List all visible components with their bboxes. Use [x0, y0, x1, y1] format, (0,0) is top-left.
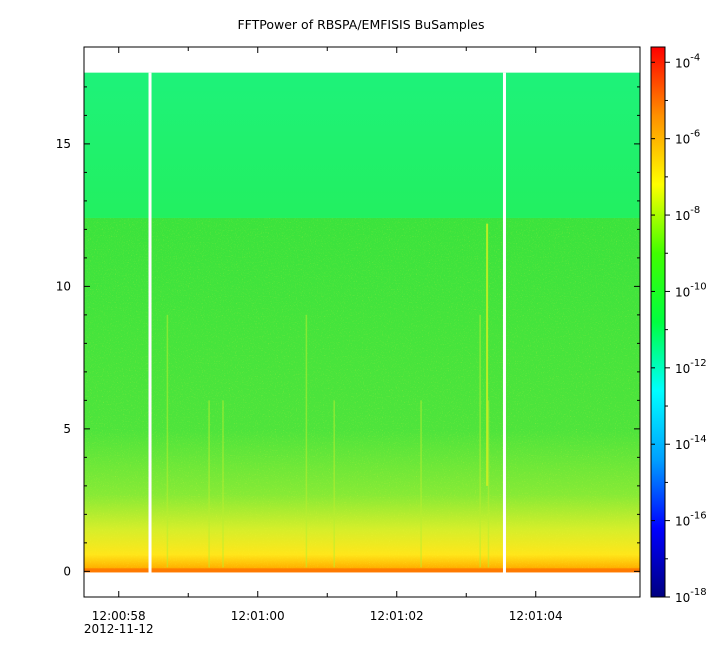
data-gap — [148, 72, 152, 574]
colorbar-tick-label: 10-4 — [675, 52, 700, 70]
colorbar-tick-label: 10-8 — [675, 205, 700, 223]
colorbar-tick-label: 10-12 — [675, 358, 707, 376]
colorbar-tick-label: 10-6 — [675, 129, 700, 147]
x-date-label: 2012-11-12 — [84, 622, 154, 636]
x-tick-label: 12:01:02 — [370, 609, 424, 623]
baseline-strip — [84, 568, 640, 573]
colorbar-tick-label: 10-14 — [675, 434, 707, 452]
y-tick-label: 0 — [63, 564, 71, 578]
colorbar-axis: 10-4 10-6 10-8 10-10 10-12 10-14 10-16 10-18 — [651, 52, 707, 605]
band-high-band — [84, 72, 640, 218]
y-tick-label: 15 — [56, 137, 71, 151]
x-tick-label: 12:01:00 — [231, 609, 285, 623]
chart-title: FFTPower of RBSPA/EMFISIS BuSamples — [237, 17, 484, 32]
colorbar-tick-label: 10-16 — [675, 511, 707, 529]
data-gap — [502, 72, 506, 574]
colorbar-tick-label: 10-10 — [675, 281, 707, 299]
y-axis: 0 5 10 15 — [56, 86, 640, 578]
x-tick-label: 12:00:58 — [92, 609, 146, 623]
colorbar — [650, 46, 666, 598]
plot-area — [84, 72, 640, 574]
noise-texture — [84, 217, 640, 572]
y-tick-label: 10 — [56, 279, 71, 293]
plot-frame — [83, 46, 641, 598]
y-tick-label: 5 — [63, 422, 71, 436]
x-tick-label: 12:01:04 — [509, 609, 563, 623]
colorbar-tick-label: 10-18 — [675, 587, 707, 605]
